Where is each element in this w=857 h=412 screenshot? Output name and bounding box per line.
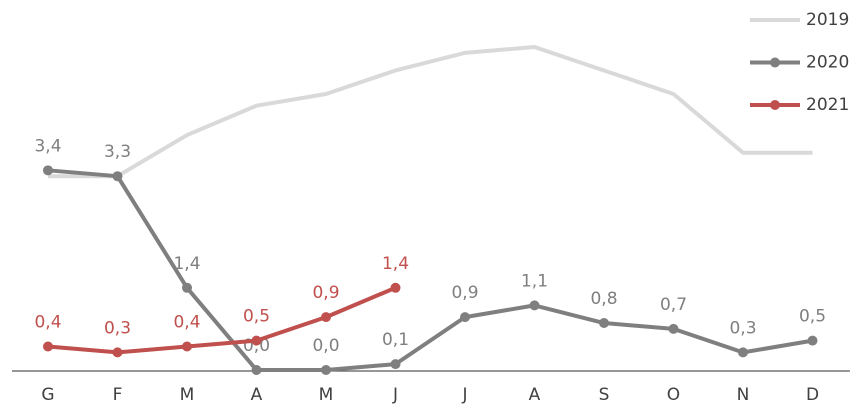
data-label: 1,4 (173, 254, 200, 274)
point-marker (738, 347, 748, 358)
data-label: 0,1 (382, 330, 409, 350)
x-tick-label: J (392, 385, 398, 405)
legend-label: 2021 (806, 95, 849, 115)
data-label: 0,8 (590, 289, 617, 309)
data-label: 0,9 (312, 283, 339, 303)
point-marker (112, 347, 123, 358)
data-label: 3,3 (104, 142, 131, 162)
series-line (48, 44, 813, 179)
x-tick-label: A (251, 385, 263, 405)
data-label: 0,5 (243, 307, 270, 327)
x-tick-label: G (41, 385, 54, 405)
data-label: 0,3 (104, 318, 131, 338)
legend-marker (770, 100, 780, 110)
legend-label: 2020 (806, 53, 849, 73)
x-tick-label: S (599, 385, 610, 405)
x-tick-label: F (113, 385, 123, 405)
point-marker (182, 282, 192, 293)
data-label: 1,1 (521, 271, 548, 291)
legend-label: 2019 (806, 10, 849, 30)
x-tick-label: D (806, 385, 819, 405)
point-marker (321, 312, 331, 323)
data-label: 0,4 (34, 313, 61, 333)
data-label: 0,4 (173, 313, 200, 333)
point-marker (182, 341, 192, 352)
point-marker (251, 335, 262, 346)
point-marker (43, 341, 53, 352)
point-marker (668, 323, 679, 334)
x-tick-label: A (529, 385, 541, 405)
point-marker (460, 312, 470, 323)
point-marker (599, 318, 609, 329)
point-marker (529, 300, 540, 311)
point-marker (43, 165, 53, 176)
point-marker (390, 359, 401, 370)
data-label: 0,0 (312, 336, 339, 356)
data-label: 0,5 (799, 307, 826, 327)
x-tick-label: O (667, 385, 680, 405)
series-line (47, 168, 813, 372)
data-label: 1,4 (382, 254, 409, 274)
legend-marker (770, 57, 780, 68)
x-tick-label: N (737, 385, 750, 405)
point-marker (251, 365, 262, 375)
point-marker (321, 365, 331, 375)
data-label: 3,4 (34, 136, 61, 156)
series-line (47, 285, 397, 355)
data-label: 0,7 (660, 295, 687, 315)
x-tick-label: M (319, 385, 334, 405)
x-tick-label: M (180, 385, 195, 405)
point-marker (807, 335, 818, 346)
point-marker (390, 282, 401, 293)
data-label: 0,3 (729, 318, 756, 338)
point-marker (112, 171, 123, 182)
data-label: 0,9 (451, 283, 478, 303)
x-tick-label: J (461, 385, 467, 405)
